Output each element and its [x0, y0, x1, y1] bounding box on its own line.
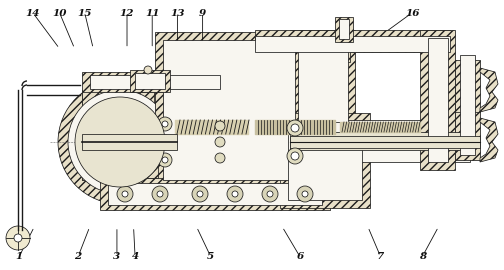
Text: 11: 11: [145, 9, 159, 18]
Bar: [82, 90, 98, 180]
Circle shape: [6, 226, 30, 250]
Text: 12: 12: [120, 9, 134, 18]
Circle shape: [162, 157, 168, 163]
Circle shape: [287, 120, 303, 136]
Bar: [335, 17, 353, 42]
Bar: [108, 162, 158, 178]
Polygon shape: [480, 118, 498, 162]
Text: 2: 2: [75, 252, 82, 261]
Bar: [90, 75, 220, 89]
Bar: [288, 122, 362, 200]
Bar: [339, 19, 349, 39]
Circle shape: [291, 152, 299, 160]
Text: 14: 14: [26, 9, 40, 18]
Bar: [82, 90, 154, 112]
Text: 9: 9: [199, 9, 206, 18]
Bar: [108, 144, 158, 160]
Circle shape: [215, 121, 225, 131]
Bar: [100, 178, 330, 210]
Circle shape: [158, 135, 172, 149]
Bar: [82, 158, 154, 180]
Circle shape: [232, 191, 238, 197]
Circle shape: [215, 137, 225, 147]
Bar: [255, 30, 450, 52]
Text: 1: 1: [16, 252, 23, 261]
Circle shape: [94, 116, 146, 168]
Text: 6: 6: [296, 252, 303, 261]
Bar: [163, 40, 295, 180]
Bar: [428, 38, 448, 162]
Circle shape: [267, 191, 273, 197]
Circle shape: [157, 191, 163, 197]
Bar: [82, 134, 177, 150]
Bar: [155, 32, 303, 188]
Text: 16: 16: [405, 9, 419, 18]
Text: 3: 3: [113, 252, 120, 261]
Circle shape: [158, 117, 172, 131]
Circle shape: [152, 186, 168, 202]
Circle shape: [75, 97, 165, 187]
Bar: [82, 72, 227, 92]
Bar: [298, 38, 348, 172]
Bar: [290, 136, 480, 148]
Circle shape: [291, 124, 299, 132]
Bar: [135, 73, 165, 89]
Bar: [290, 120, 470, 162]
Text: 8: 8: [419, 252, 426, 261]
Circle shape: [262, 186, 278, 202]
Circle shape: [68, 90, 172, 194]
Circle shape: [297, 186, 313, 202]
Text: 4: 4: [132, 252, 139, 261]
Text: 7: 7: [377, 252, 384, 261]
Polygon shape: [480, 68, 498, 112]
Bar: [280, 113, 370, 208]
Circle shape: [58, 80, 182, 204]
Text: 10: 10: [52, 9, 67, 18]
Circle shape: [197, 191, 203, 197]
Text: 15: 15: [78, 9, 92, 18]
Circle shape: [122, 191, 128, 197]
Circle shape: [192, 186, 208, 202]
Text: 13: 13: [170, 9, 184, 18]
Circle shape: [162, 139, 168, 145]
Bar: [108, 126, 158, 142]
Bar: [290, 132, 470, 150]
Bar: [455, 60, 480, 112]
Circle shape: [162, 121, 168, 127]
Circle shape: [104, 126, 136, 158]
Bar: [420, 30, 455, 170]
Circle shape: [287, 148, 303, 164]
Bar: [255, 36, 450, 52]
Bar: [290, 30, 355, 180]
Text: 5: 5: [207, 252, 214, 261]
Bar: [455, 108, 480, 160]
Circle shape: [158, 153, 172, 167]
Bar: [320, 50, 350, 62]
Bar: [108, 183, 322, 205]
Circle shape: [84, 106, 156, 178]
Circle shape: [144, 66, 152, 74]
Circle shape: [215, 153, 225, 163]
Circle shape: [14, 234, 22, 242]
Bar: [130, 70, 170, 92]
Circle shape: [302, 191, 308, 197]
Circle shape: [227, 186, 243, 202]
Circle shape: [117, 186, 133, 202]
Bar: [460, 55, 475, 155]
